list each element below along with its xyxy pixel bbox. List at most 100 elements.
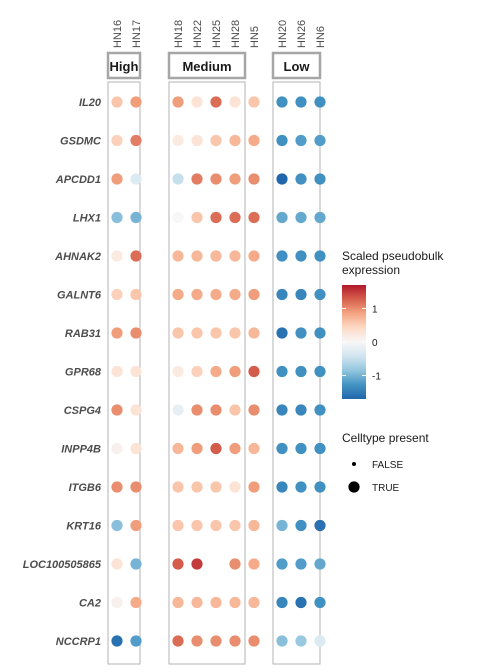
facet-label: High xyxy=(110,59,139,74)
data-point xyxy=(130,211,142,224)
data-point xyxy=(314,96,326,108)
sample-label: HN6 xyxy=(315,26,327,48)
data-point xyxy=(314,442,326,455)
data-point xyxy=(210,519,222,532)
data-point xyxy=(295,211,307,224)
data-point xyxy=(191,327,203,339)
data-point xyxy=(229,173,241,185)
data-point xyxy=(248,96,260,108)
data-point xyxy=(111,250,123,262)
color-bar-tick-label: 1 xyxy=(372,304,378,315)
size-legend-label: FALSE xyxy=(372,460,403,471)
size-legend-title: Celltype present xyxy=(342,431,429,445)
sample-label: HN22 xyxy=(192,20,204,48)
sample-label: HN25 xyxy=(211,20,223,48)
color-bar-tick-label: -1 xyxy=(372,372,381,383)
data-point xyxy=(130,558,142,570)
gene-label: LHX1 xyxy=(73,213,101,225)
data-point xyxy=(130,96,142,108)
data-point xyxy=(248,211,260,224)
data-point xyxy=(111,404,123,416)
data-point xyxy=(229,211,241,224)
data-point xyxy=(295,288,307,301)
data-point xyxy=(295,596,307,609)
data-point xyxy=(295,134,307,147)
data-point xyxy=(191,173,203,185)
data-point xyxy=(210,96,222,108)
data-point xyxy=(248,404,260,416)
data-point xyxy=(229,365,241,378)
data-point xyxy=(130,134,142,147)
data-point xyxy=(191,596,203,609)
data-point xyxy=(191,404,203,416)
data-point xyxy=(172,288,184,301)
data-point xyxy=(248,365,260,378)
data-point xyxy=(130,173,142,185)
data-point xyxy=(130,404,142,416)
data-point xyxy=(229,288,241,301)
data-point xyxy=(276,519,288,532)
gene-label: GPR68 xyxy=(65,367,102,379)
data-point xyxy=(314,211,326,224)
gene-label: NCCRP1 xyxy=(56,636,101,648)
gene-label: LOC100505865 xyxy=(23,559,102,571)
data-point xyxy=(172,96,184,108)
data-point xyxy=(248,635,260,647)
data-point xyxy=(229,404,241,416)
data-point xyxy=(130,519,142,532)
data-point xyxy=(314,596,326,609)
data-point xyxy=(210,442,222,455)
data-point xyxy=(191,519,203,532)
data-point xyxy=(276,96,288,108)
color-bar-tick-label: 0 xyxy=(372,338,378,349)
data-point xyxy=(130,635,142,647)
data-point xyxy=(276,250,288,262)
data-point xyxy=(248,173,260,185)
data-point xyxy=(111,134,123,147)
data-point xyxy=(130,250,142,262)
data-point xyxy=(276,134,288,147)
data-point xyxy=(130,442,142,455)
data-point xyxy=(229,519,241,532)
data-point xyxy=(314,250,326,262)
data-point xyxy=(229,558,241,570)
data-point xyxy=(172,635,184,647)
data-point xyxy=(210,327,222,339)
data-point xyxy=(314,558,326,570)
data-point xyxy=(229,481,241,493)
sample-label: HN18 xyxy=(173,20,185,48)
facet-label: Low xyxy=(284,59,311,74)
data-point xyxy=(210,404,222,416)
data-point xyxy=(111,365,123,378)
data-point xyxy=(111,288,123,301)
gene-label: ITGB6 xyxy=(69,482,102,494)
data-point xyxy=(276,404,288,416)
data-point xyxy=(314,288,326,301)
data-point xyxy=(172,173,184,185)
data-point xyxy=(172,211,184,224)
gene-label: KRT16 xyxy=(66,521,102,533)
data-point xyxy=(276,481,288,493)
data-point xyxy=(229,442,241,455)
data-point xyxy=(111,442,123,455)
data-point xyxy=(248,596,260,609)
data-point xyxy=(295,481,307,493)
data-point xyxy=(248,481,260,493)
data-point xyxy=(130,365,142,378)
data-point xyxy=(248,134,260,147)
data-point xyxy=(130,327,142,339)
data-point xyxy=(191,481,203,493)
data-point xyxy=(172,442,184,455)
data-point xyxy=(191,96,203,108)
color-legend-title: expression xyxy=(342,263,400,277)
data-point xyxy=(191,635,203,647)
data-point xyxy=(214,562,218,566)
size-legend-key xyxy=(348,481,360,493)
data-point xyxy=(191,288,203,301)
data-point xyxy=(229,327,241,339)
data-point xyxy=(111,519,123,532)
data-point xyxy=(210,481,222,493)
gene-label: INPP4B xyxy=(61,444,101,456)
data-point xyxy=(191,442,203,455)
